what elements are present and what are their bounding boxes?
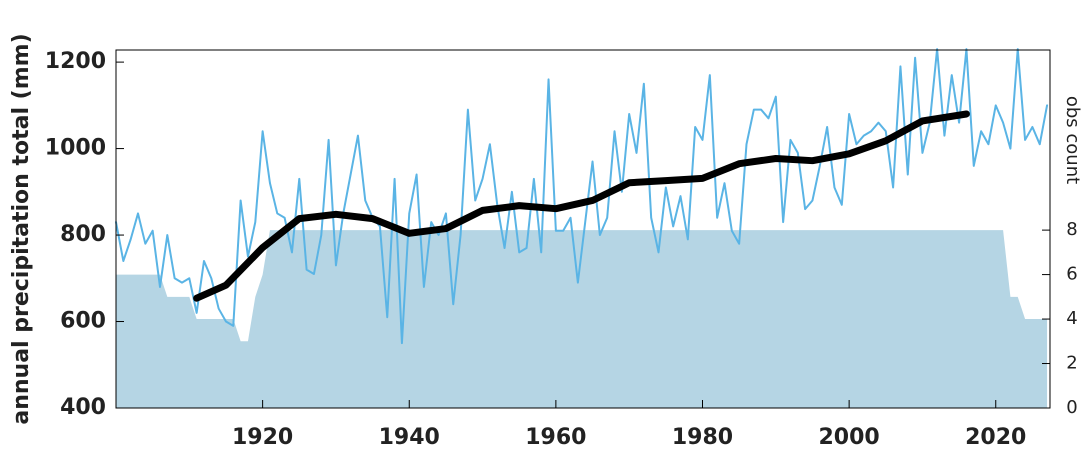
y2-tick-label: 8 [1066, 219, 1077, 240]
y-tick-label: 400 [60, 395, 106, 420]
x-tick-label: 1940 [379, 425, 440, 450]
y-axis-label: annual precipitation total (mm) [9, 33, 34, 424]
obs-count-area [116, 230, 1048, 408]
y2-tick-label: 2 [1066, 353, 1077, 374]
x-tick-label: 1960 [525, 425, 586, 450]
smoothed-line [193, 110, 970, 302]
y-tick-label: 1200 [45, 49, 106, 74]
x-tick-label: 2000 [819, 425, 880, 450]
y2-tick-label: 6 [1066, 264, 1077, 285]
plot-frame [115, 49, 1051, 409]
y2-tick-label: 4 [1066, 308, 1077, 329]
y-tick-label: 800 [60, 222, 106, 247]
y2-tick-label: 0 [1066, 397, 1077, 418]
y-tick-label: 1000 [45, 136, 106, 161]
x-tick-label: 2020 [965, 425, 1026, 450]
precip-line [115, 48, 1049, 345]
x-tick-label: 1980 [672, 425, 733, 450]
y-tick-label: 600 [60, 309, 106, 334]
x-tick-label: 1920 [232, 425, 293, 450]
y2-axis-label: obs count [1062, 96, 1083, 184]
